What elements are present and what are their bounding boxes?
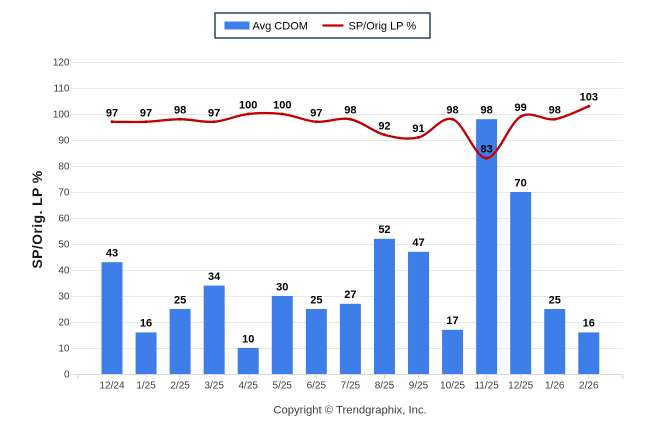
svg-text:12/24: 12/24 [99, 381, 124, 392]
svg-text:8/25: 8/25 [375, 381, 395, 392]
svg-text:1/26: 1/26 [545, 381, 565, 392]
svg-text:100: 100 [53, 110, 70, 121]
svg-text:97: 97 [106, 107, 118, 119]
svg-text:100: 100 [273, 100, 291, 112]
svg-text:98: 98 [549, 105, 561, 117]
svg-text:80: 80 [58, 162, 70, 173]
svg-text:Copyright © Trendgraphix, Inc.: Copyright © Trendgraphix, Inc. [273, 405, 426, 417]
svg-text:9/25: 9/25 [409, 381, 429, 392]
svg-text:52: 52 [378, 224, 390, 236]
svg-text:99: 99 [515, 102, 527, 114]
svg-text:25: 25 [174, 294, 186, 306]
svg-text:40: 40 [58, 266, 70, 277]
svg-text:92: 92 [378, 120, 390, 132]
svg-text:16: 16 [583, 318, 595, 330]
svg-text:Avg CDOM: Avg CDOM [253, 21, 308, 33]
svg-text:2/26: 2/26 [579, 381, 599, 392]
svg-text:3/25: 3/25 [204, 381, 224, 392]
svg-text:91: 91 [412, 123, 424, 135]
svg-text:SP/Orig. LP %: SP/Orig. LP % [29, 170, 45, 268]
svg-text:10: 10 [242, 333, 254, 345]
svg-text:98: 98 [480, 105, 492, 117]
svg-text:70: 70 [515, 177, 527, 189]
svg-text:97: 97 [310, 107, 322, 119]
svg-text:50: 50 [58, 240, 70, 251]
svg-text:43: 43 [106, 248, 118, 260]
svg-text:34: 34 [208, 271, 221, 283]
svg-text:4/25: 4/25 [238, 381, 258, 392]
svg-text:20: 20 [58, 318, 70, 329]
svg-text:110: 110 [54, 84, 70, 95]
svg-text:47: 47 [412, 237, 424, 249]
svg-text:1/25: 1/25 [136, 381, 156, 392]
svg-text:98: 98 [446, 105, 458, 117]
svg-text:10/25: 10/25 [440, 381, 465, 392]
svg-text:SP/Orig LP %: SP/Orig LP % [349, 21, 417, 33]
svg-text:90: 90 [58, 136, 70, 147]
svg-text:5/25: 5/25 [273, 381, 293, 392]
svg-text:83: 83 [480, 144, 492, 156]
svg-text:17: 17 [446, 315, 458, 327]
svg-text:100: 100 [239, 100, 257, 112]
svg-text:60: 60 [58, 214, 70, 225]
svg-text:0: 0 [64, 370, 70, 381]
svg-text:2/25: 2/25 [170, 381, 190, 392]
svg-text:98: 98 [174, 105, 186, 117]
svg-text:12/25: 12/25 [508, 381, 533, 392]
svg-text:30: 30 [276, 281, 288, 293]
svg-text:10: 10 [58, 344, 70, 355]
svg-text:27: 27 [344, 289, 356, 301]
svg-text:7/25: 7/25 [341, 381, 361, 392]
svg-text:98: 98 [344, 105, 356, 117]
svg-text:70: 70 [58, 188, 70, 199]
svg-text:6/25: 6/25 [307, 381, 327, 392]
svg-text:120: 120 [53, 58, 70, 69]
svg-text:103: 103 [580, 92, 598, 104]
svg-text:25: 25 [310, 294, 322, 306]
svg-text:97: 97 [208, 107, 220, 119]
svg-text:30: 30 [58, 292, 70, 303]
svg-text:16: 16 [140, 318, 152, 330]
svg-text:97: 97 [140, 107, 152, 119]
svg-text:11/25: 11/25 [474, 381, 499, 392]
svg-text:25: 25 [549, 294, 561, 306]
